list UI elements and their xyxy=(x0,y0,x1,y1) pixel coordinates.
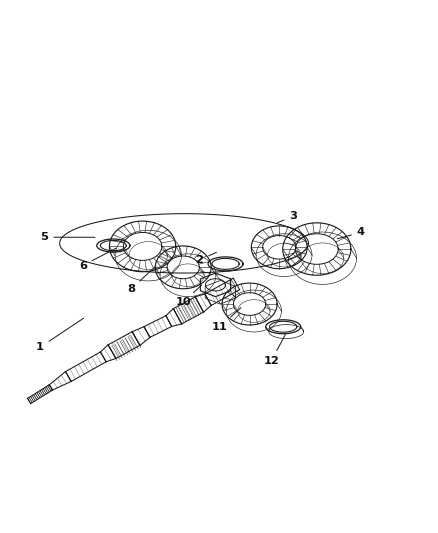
Text: 1: 1 xyxy=(36,318,84,352)
Text: 3: 3 xyxy=(277,211,297,223)
Text: 2: 2 xyxy=(195,252,216,265)
Text: 5: 5 xyxy=(40,232,95,242)
Text: 12: 12 xyxy=(264,334,286,366)
Text: 6: 6 xyxy=(79,248,116,271)
Text: 10: 10 xyxy=(175,285,201,308)
Text: 8: 8 xyxy=(127,266,156,294)
Text: 4: 4 xyxy=(337,228,365,239)
Text: 11: 11 xyxy=(212,308,241,332)
